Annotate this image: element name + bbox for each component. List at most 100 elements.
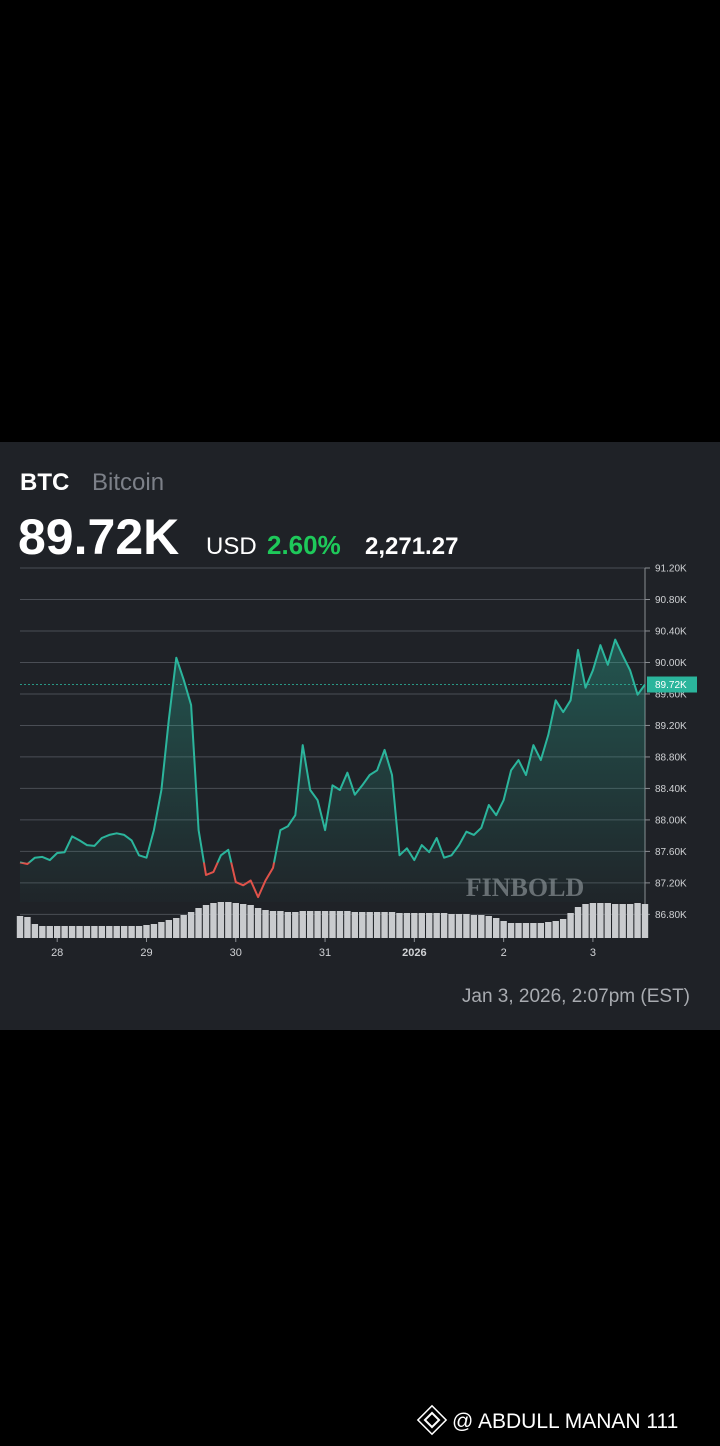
- volume-bar: [612, 904, 619, 938]
- volume-bar: [470, 915, 478, 938]
- volume-bar: [158, 922, 165, 938]
- volume-bar: [359, 912, 366, 938]
- volume-bar: [463, 914, 470, 938]
- volume-bar: [247, 905, 254, 938]
- volume-bar: [128, 926, 135, 938]
- x-tick-label: 2: [501, 947, 507, 959]
- volume-bar: [582, 904, 589, 938]
- volume-bar: [113, 926, 120, 938]
- y-tick-label: 87.20K: [655, 878, 687, 889]
- volume-bar: [277, 911, 284, 938]
- volume-bar: [39, 926, 46, 938]
- y-tick-label: 90.40K: [655, 626, 687, 637]
- volume-bar: [217, 902, 225, 938]
- price-line: [19, 638, 646, 899]
- y-tick-label: 88.00K: [655, 815, 687, 826]
- change-percent: 2.60%: [267, 530, 341, 560]
- volume-bar: [478, 915, 485, 938]
- volume-bar: [604, 903, 611, 938]
- volume-bar: [448, 914, 455, 938]
- volume-bar: [522, 923, 530, 938]
- volume-bar: [46, 926, 53, 938]
- volume-bar: [485, 916, 492, 938]
- volume-bar: [440, 913, 448, 938]
- volume-bar: [31, 924, 39, 938]
- volume-bar: [336, 911, 344, 938]
- volume-bar: [329, 911, 336, 938]
- volume-bar: [530, 923, 537, 938]
- x-tick-label: 29: [140, 947, 152, 959]
- volume-bar: [54, 926, 61, 938]
- y-tick-label: 86.80K: [655, 910, 687, 921]
- volume-bar: [292, 912, 299, 938]
- area: [20, 639, 645, 902]
- volume-bar: [418, 913, 425, 938]
- volume-bar: [106, 926, 113, 938]
- volume-bar: [187, 912, 195, 938]
- volume-bar: [366, 912, 373, 938]
- volume-bar: [411, 913, 418, 938]
- volume-bar: [634, 903, 641, 938]
- volume-bar: [16, 916, 24, 938]
- x-tick-label: 31: [319, 947, 331, 959]
- y-tick-label: 87.60K: [655, 847, 687, 858]
- plot: 91.20K 90.80K 90.40K 90.00K 89.60K 89.20K 88.8…: [16, 564, 697, 959]
- volume-bar: [515, 923, 522, 938]
- volume-bar: [306, 911, 314, 938]
- volume-bar: [24, 917, 31, 938]
- y-tick-label: 88.40K: [655, 784, 687, 795]
- volume-bar: [143, 925, 150, 938]
- volume-bar: [98, 926, 106, 938]
- last-price-box: [647, 676, 697, 693]
- volume-bar: [545, 922, 552, 938]
- volume-bar: [76, 926, 83, 938]
- price: 89.72K: [18, 509, 179, 565]
- volume-bar: [574, 907, 582, 938]
- volume-bar: [403, 913, 411, 938]
- volume-bar: [269, 911, 277, 938]
- volume-bar: [135, 926, 143, 938]
- y-tick-label: 89.60K: [655, 689, 687, 700]
- volume-bar: [180, 915, 187, 938]
- volume-bar: [91, 926, 98, 938]
- volume-bar: [254, 908, 262, 938]
- coin-name: Bitcoin: [92, 469, 164, 496]
- volume-bar: [314, 911, 321, 938]
- currency: USD: [206, 533, 257, 560]
- y-tick-label: 88.80K: [655, 752, 687, 763]
- volume-bar: [262, 910, 269, 938]
- change-value: 2,271.27: [365, 533, 458, 560]
- volume-bar: [396, 913, 403, 938]
- volume-bar: [388, 912, 396, 938]
- last-price-label: 89.72K: [655, 680, 687, 691]
- volume-bar: [500, 921, 507, 938]
- volume-bar: [299, 911, 306, 938]
- x-tick-label: 30: [230, 947, 242, 959]
- volume-bar: [150, 924, 158, 938]
- volume-bar: [559, 919, 567, 938]
- y-tick-label: 89.20K: [655, 721, 687, 732]
- volume-bar: [567, 913, 574, 938]
- volume-bar: [589, 903, 597, 938]
- volume-bar: [68, 926, 76, 938]
- volume-bar: [173, 918, 180, 938]
- volume-bar: [202, 905, 210, 938]
- timestamp: Jan 3, 2026, 2:07pm (EST): [462, 986, 690, 1007]
- volume-bar: [492, 918, 500, 938]
- volume-bar: [626, 904, 634, 938]
- volume-bar: [433, 913, 440, 938]
- volume-bar: [552, 921, 559, 938]
- binance-icon: [416, 1404, 448, 1436]
- volume-bar: [284, 912, 292, 938]
- volume-bar: [537, 923, 545, 938]
- volume-bar: [344, 911, 351, 938]
- x-tick-label: 3: [590, 947, 596, 959]
- y-tick-label: 90.80K: [655, 595, 687, 606]
- y-tick-label: 90.00K: [655, 658, 687, 669]
- volume-bar: [507, 923, 515, 938]
- volume-bar: [232, 903, 239, 938]
- volume-bar: [381, 912, 388, 938]
- volume-bar: [195, 908, 202, 938]
- volume-bar: [240, 904, 247, 938]
